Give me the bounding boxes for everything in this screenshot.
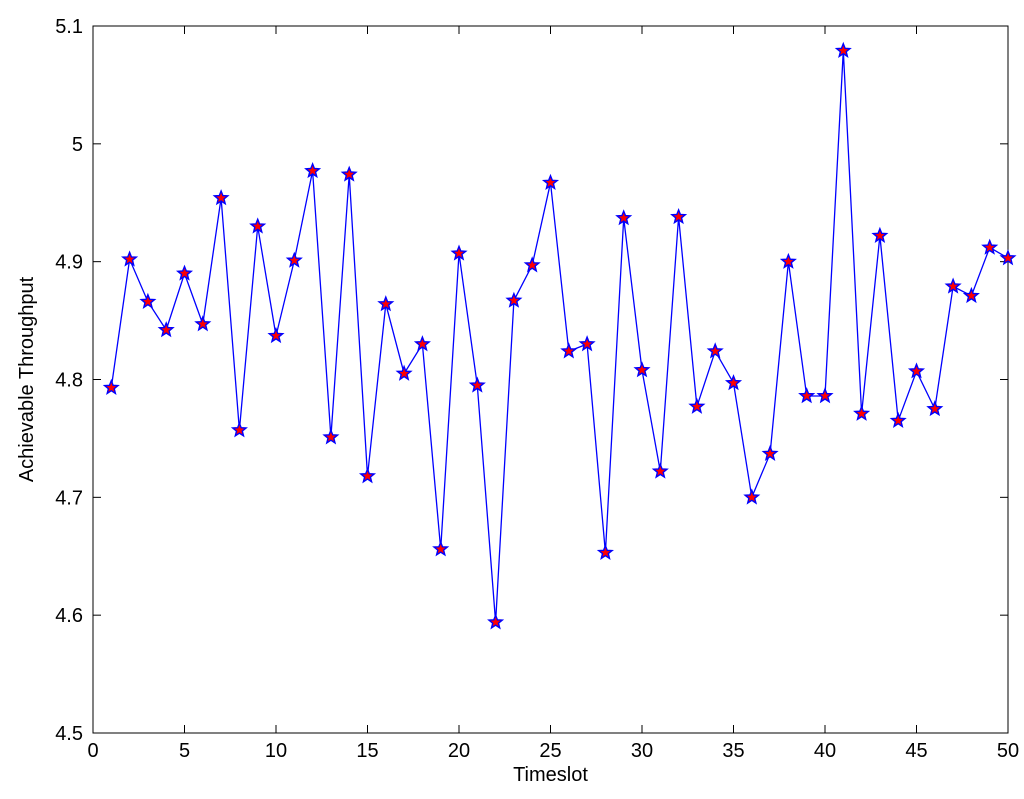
x-axis-ticks: 0 5 10 15 20 25 30 35 40 45 50 — [87, 26, 1019, 762]
x-tick-label: 20 — [448, 740, 470, 762]
x-tick-label: 5 — [179, 740, 190, 762]
x-tick-label: 40 — [814, 740, 836, 762]
data-point-marker — [175, 264, 194, 281]
data-point-marker — [395, 364, 413, 381]
data-point-marker — [596, 543, 614, 560]
x-tick-label: 0 — [87, 740, 98, 762]
y-tick-label: 4.6 — [55, 605, 83, 627]
data-point-marker — [505, 291, 523, 308]
data-point-marker — [670, 207, 688, 225]
data-point-marker — [340, 165, 358, 182]
plot-area — [92, 25, 1009, 734]
data-point-marker — [157, 321, 175, 338]
data-point-marker — [651, 462, 669, 479]
data-point-marker — [853, 404, 871, 421]
data-point-marker — [560, 342, 578, 359]
y-tick-label: 5 — [72, 134, 83, 156]
data-point-marker — [304, 161, 322, 179]
data-point-marker — [212, 189, 230, 206]
data-point-marker — [798, 387, 816, 404]
throughput-series-line — [110, 50, 1009, 623]
data-point-marker — [981, 238, 999, 255]
data-point-marker — [889, 411, 907, 428]
data-point-marker — [413, 335, 431, 352]
data-point-marker — [121, 250, 139, 267]
data-point-marker — [267, 326, 285, 344]
y-tick-label: 5.1 — [55, 16, 83, 38]
data-point-marker — [615, 209, 633, 226]
data-point-marker — [816, 387, 834, 404]
data-point-marker — [834, 41, 852, 58]
data-point-marker — [523, 256, 541, 273]
data-point-marker — [194, 315, 212, 332]
data-point-marker — [249, 217, 267, 234]
data-point-marker — [907, 362, 926, 379]
data-point-marker — [230, 421, 248, 438]
x-tick-label: 10 — [265, 740, 287, 762]
y-tick-label: 4.7 — [55, 487, 83, 509]
data-point-marker — [999, 249, 1017, 266]
x-axis-title: Timeslot — [513, 764, 588, 786]
data-point-marker — [926, 400, 944, 417]
data-point-marker — [761, 444, 779, 461]
x-tick-label: 50 — [997, 740, 1019, 762]
data-point-marker — [724, 374, 743, 391]
data-point-marker — [706, 342, 724, 359]
data-point-marker — [688, 397, 706, 414]
data-point-marker — [578, 335, 596, 352]
y-tick-label: 4.8 — [55, 370, 83, 392]
x-tick-label: 35 — [722, 740, 744, 762]
data-point-marker — [139, 292, 157, 309]
data-point-marker — [285, 251, 303, 268]
data-point-marker — [541, 173, 560, 190]
data-point-marker — [743, 488, 761, 505]
x-tick-label: 30 — [631, 740, 653, 762]
data-point-marker — [377, 295, 395, 312]
data-point-marker — [871, 226, 889, 243]
x-tick-label: 45 — [905, 740, 927, 762]
data-point-marker — [432, 540, 450, 557]
data-point-marker — [450, 244, 468, 261]
data-point-marker — [779, 252, 797, 269]
x-tick-label: 15 — [356, 740, 378, 762]
data-point-marker — [358, 467, 377, 484]
data-point-marker — [468, 376, 486, 393]
y-axis-title: Achievable Throughput — [16, 276, 38, 482]
y-tick-label: 4.9 — [55, 252, 83, 274]
y-tick-label: 4.5 — [55, 723, 83, 745]
data-point-markers — [102, 41, 1017, 630]
data-point-marker — [102, 378, 120, 395]
data-point-marker — [487, 613, 505, 630]
y-axis-ticks: 4.5 4.6 4.7 4.8 4.9 5 5.1 — [55, 16, 1008, 745]
x-tick-label: 25 — [539, 740, 561, 762]
data-point-marker — [962, 286, 980, 304]
data-point-marker — [944, 277, 962, 294]
data-point-marker — [633, 361, 651, 378]
data-point-marker — [322, 428, 340, 445]
